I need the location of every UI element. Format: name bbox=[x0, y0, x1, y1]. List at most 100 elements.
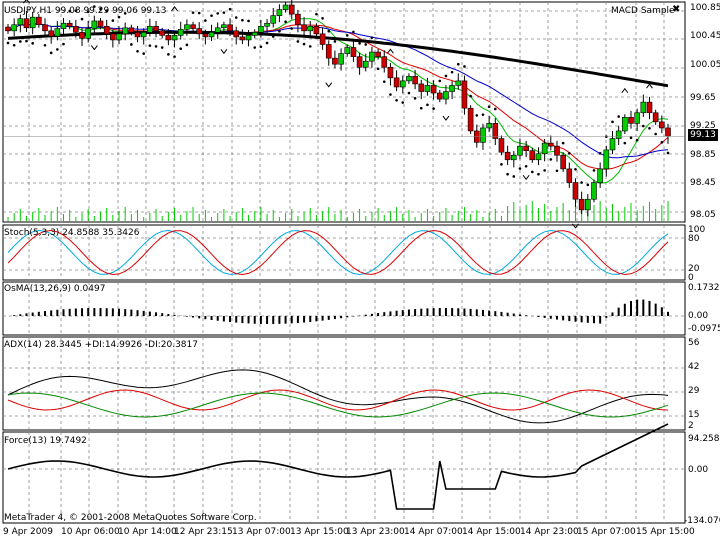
candle-body bbox=[122, 27, 128, 35]
osma-ytick: 0.00 bbox=[688, 311, 709, 321]
candle-body bbox=[5, 26, 11, 32]
force-title: Force(13) 19.7492 bbox=[4, 436, 87, 446]
candle-body bbox=[449, 85, 455, 92]
candle-body bbox=[473, 130, 480, 143]
main-ytick: 100.45 bbox=[690, 31, 720, 41]
psar-dot bbox=[598, 152, 602, 155]
psar-dot bbox=[271, 35, 275, 38]
candle-body bbox=[467, 107, 474, 132]
psar-dot bbox=[37, 35, 41, 39]
psar-dot bbox=[173, 55, 176, 58]
time-axis-label: 10 Apr 14:00 bbox=[118, 527, 177, 537]
candle-body bbox=[54, 28, 61, 37]
candle-body bbox=[177, 29, 184, 36]
fractal-marker bbox=[387, 48, 394, 54]
candle-body bbox=[461, 80, 468, 109]
psar-dot bbox=[475, 114, 479, 117]
candle-body bbox=[609, 138, 616, 151]
main-title: USDJPY,H1 99.08 99.29 99.06 99.13 bbox=[4, 6, 167, 16]
psar-dot bbox=[43, 43, 47, 47]
close-icon[interactable]: ✖ bbox=[672, 4, 681, 15]
psar-dot bbox=[167, 53, 170, 56]
panel-frame bbox=[2, 431, 686, 524]
current-price-tag: 99.13 bbox=[688, 129, 718, 141]
psar-dot bbox=[148, 44, 152, 47]
candle-body bbox=[436, 92, 443, 100]
candle-body bbox=[399, 80, 406, 88]
force-ytick: -134.0701 bbox=[684, 516, 720, 526]
candle-body bbox=[369, 51, 375, 62]
psar-dot bbox=[296, 40, 300, 43]
psar-dot bbox=[666, 151, 670, 155]
psar-dot bbox=[31, 42, 34, 45]
psar-dot bbox=[611, 120, 614, 124]
candle-body bbox=[344, 47, 351, 54]
candle-body bbox=[270, 15, 277, 24]
psar-dot bbox=[629, 136, 633, 140]
ma-blue-line bbox=[7, 23, 669, 159]
psar-dot bbox=[568, 152, 571, 155]
main-ytick: 99.25 bbox=[690, 121, 716, 131]
psar-dot bbox=[117, 15, 121, 19]
panel-frame bbox=[2, 336, 686, 431]
psar-dot bbox=[382, 80, 386, 83]
candle-body bbox=[615, 130, 622, 139]
candle-body bbox=[350, 47, 357, 57]
fractal-marker bbox=[220, 49, 228, 55]
psar-dot bbox=[160, 46, 164, 49]
candle-body bbox=[245, 35, 252, 41]
panel-frame bbox=[2, 281, 686, 336]
fractal-marker bbox=[522, 174, 530, 181]
candle-body bbox=[36, 16, 42, 26]
candle-body bbox=[97, 20, 104, 27]
psar-dot bbox=[197, 11, 201, 15]
psar-dot bbox=[265, 41, 269, 45]
candle-body bbox=[480, 127, 486, 143]
psar-dot bbox=[506, 172, 509, 176]
candle-body bbox=[17, 18, 24, 26]
psar-dot bbox=[537, 172, 540, 176]
adx-ytick: 2 bbox=[688, 421, 694, 431]
main-ytick: 100.85 bbox=[690, 3, 720, 13]
candle-body bbox=[264, 22, 270, 27]
psar-dot bbox=[6, 41, 10, 45]
time-axis-label: 14 Apr 07:00 bbox=[404, 527, 463, 537]
candle-body bbox=[393, 77, 400, 88]
fractal-marker bbox=[646, 83, 653, 89]
candle-body bbox=[23, 18, 30, 29]
candle-body bbox=[504, 151, 511, 161]
psar-dot bbox=[543, 169, 546, 172]
psar-dot bbox=[74, 9, 78, 13]
psar-dot bbox=[413, 97, 417, 100]
candle-body bbox=[153, 25, 159, 32]
candle-body bbox=[628, 117, 634, 124]
stoch-ytick: 100 bbox=[688, 225, 706, 235]
candle-body bbox=[659, 121, 665, 129]
psar-dot bbox=[130, 43, 133, 46]
psar-dot bbox=[25, 39, 28, 43]
psar-dot bbox=[426, 103, 429, 107]
psar-dot bbox=[49, 51, 53, 55]
time-axis-label: 9 Apr 2009 bbox=[3, 527, 53, 537]
psar-dot bbox=[580, 181, 583, 184]
psar-dot bbox=[623, 141, 627, 145]
candle-body bbox=[233, 30, 240, 38]
candle-body bbox=[221, 24, 227, 29]
candle-body bbox=[548, 142, 554, 147]
candle-body bbox=[301, 24, 307, 32]
psar-dot bbox=[444, 74, 448, 78]
candle-body bbox=[424, 85, 431, 92]
psar-dot bbox=[345, 34, 349, 37]
candle-body bbox=[362, 60, 369, 68]
psar-dot bbox=[654, 132, 657, 136]
fractal-marker bbox=[23, 0, 30, 4]
main-ytick: 98.85 bbox=[690, 150, 716, 160]
candle-body bbox=[295, 13, 301, 26]
candle-body bbox=[325, 44, 332, 59]
psar-dot bbox=[617, 115, 620, 118]
psar-dot bbox=[290, 27, 294, 30]
psar-dot bbox=[493, 107, 497, 111]
candle-body bbox=[665, 127, 671, 137]
candle-body bbox=[258, 25, 264, 33]
psar-dot bbox=[395, 98, 398, 102]
